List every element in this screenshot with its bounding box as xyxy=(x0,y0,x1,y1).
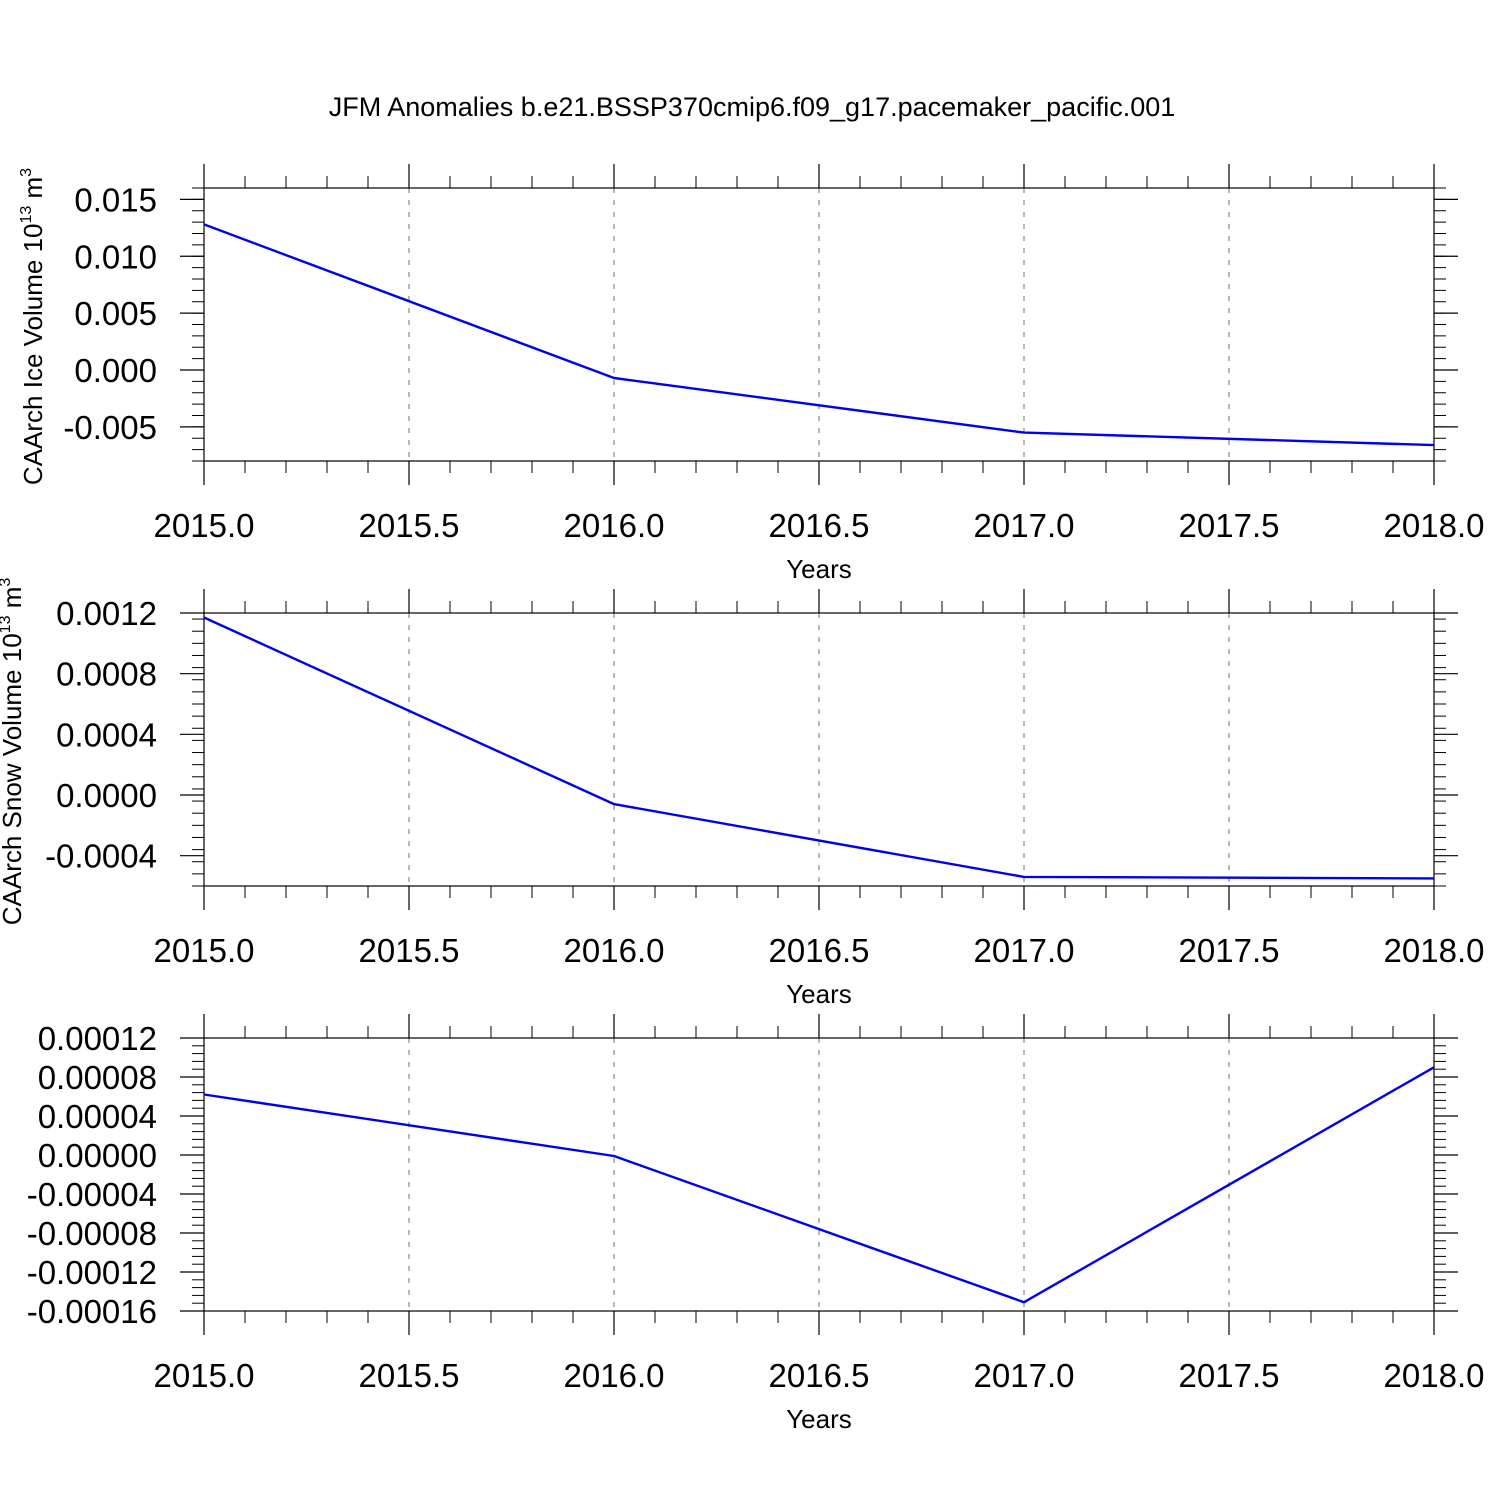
y-axis-title: CAArch Snow Volume 1013 m3 xyxy=(0,578,27,926)
x-tick-label: 2017.0 xyxy=(974,932,1075,969)
y-axis-title-part: CAArch Ice Volume 10 xyxy=(18,224,48,486)
x-axis-title: Years xyxy=(786,1404,852,1434)
series-line xyxy=(203,223,1435,447)
x-tick-label: 2017.0 xyxy=(974,1357,1075,1394)
y-axis-title-part: m xyxy=(18,177,48,206)
chart-panel-1: 2015.0 2015.5 2016.0 2016.5 2017.0 2017.5 2018… xyxy=(18,164,1484,584)
x-tick-label: 2017.5 xyxy=(1179,507,1280,544)
y-axis-title-superscript: 3 xyxy=(18,168,35,177)
x-tick-label: 2017.5 xyxy=(1179,932,1280,969)
x-tick-label: 2015.0 xyxy=(154,932,255,969)
y-axis-title-superscript: 13 xyxy=(0,615,14,633)
y-tick-label: 0.00008 xyxy=(38,1059,157,1096)
y-tick-label: -0.005 xyxy=(63,409,157,446)
y-tick-label: 0.000 xyxy=(74,352,157,389)
series-line xyxy=(203,1066,1435,1304)
x-tick-label: 2015.5 xyxy=(359,507,460,544)
panels: 2015.0 2015.5 2016.0 2016.5 2017.0 2017.5 2018… xyxy=(0,164,1484,1434)
y-tick-label: 0.0004 xyxy=(56,716,157,753)
y-tick-label: -0.00004 xyxy=(27,1176,157,1213)
x-tick-label: 2016.0 xyxy=(564,507,665,544)
x-tick-label: 2018.0 xyxy=(1384,507,1485,544)
y-tick-label: 0.0012 xyxy=(56,595,157,632)
x-tick-label: 2018.0 xyxy=(1384,1357,1485,1394)
y-tick-label: -0.00016 xyxy=(27,1293,157,1330)
y-tick-label: 0.005 xyxy=(74,295,157,332)
x-tick-label: 2017.5 xyxy=(1179,1357,1280,1394)
y-tick-label: -0.00012 xyxy=(27,1254,157,1291)
y-tick-label: -0.0004 xyxy=(45,838,157,875)
series-line xyxy=(203,616,1435,880)
y-axis-title-part: m xyxy=(0,587,27,616)
x-tick-label: 2016.5 xyxy=(769,1357,870,1394)
y-tick-label: 0.015 xyxy=(74,181,157,218)
y-tick-label: 0.010 xyxy=(74,238,157,275)
figure-title: JFM Anomalies b.e21.BSSP370cmip6.f09_g17… xyxy=(329,92,1176,122)
x-tick-label: 2016.0 xyxy=(564,932,665,969)
x-tick-label: 2015.0 xyxy=(154,507,255,544)
y-tick-label: 0.0008 xyxy=(56,656,157,693)
y-tick-label: -0.00008 xyxy=(27,1215,157,1252)
y-axis-title-superscript: 13 xyxy=(18,206,35,224)
x-axis-title: Years xyxy=(786,979,852,1009)
x-axis-title: Years xyxy=(786,554,852,584)
x-tick-label: 2018.0 xyxy=(1384,932,1485,969)
x-tick-label: 2017.0 xyxy=(974,507,1075,544)
x-tick-label: 2016.0 xyxy=(564,1357,665,1394)
x-tick-label: 2015.5 xyxy=(359,1357,460,1394)
x-tick-label: 2015.5 xyxy=(359,932,460,969)
y-tick-label: 0.00004 xyxy=(38,1098,157,1135)
x-tick-label: 2015.0 xyxy=(154,1357,255,1394)
chart-panel-3: 2015.0 2015.5 2016.0 2016.5 2017.0 2017.5 2018… xyxy=(27,1014,1485,1434)
y-tick-label: 0.00012 xyxy=(38,1020,157,1057)
y-tick-label: 0.00000 xyxy=(38,1137,157,1174)
x-tick-label: 2016.5 xyxy=(769,507,870,544)
y-tick-label: 0.0000 xyxy=(56,777,157,814)
y-axis-title-superscript: 3 xyxy=(0,578,14,587)
x-tick-label: 2016.5 xyxy=(769,932,870,969)
y-axis-title-part: CAArch Snow Volume 10 xyxy=(0,633,27,925)
chart-panel-2: 2015.0 2015.5 2016.0 2016.5 2017.0 2017.5 2018… xyxy=(0,578,1484,1009)
y-axis-title: CAArch Ice Volume 1013 m3 xyxy=(18,168,48,485)
